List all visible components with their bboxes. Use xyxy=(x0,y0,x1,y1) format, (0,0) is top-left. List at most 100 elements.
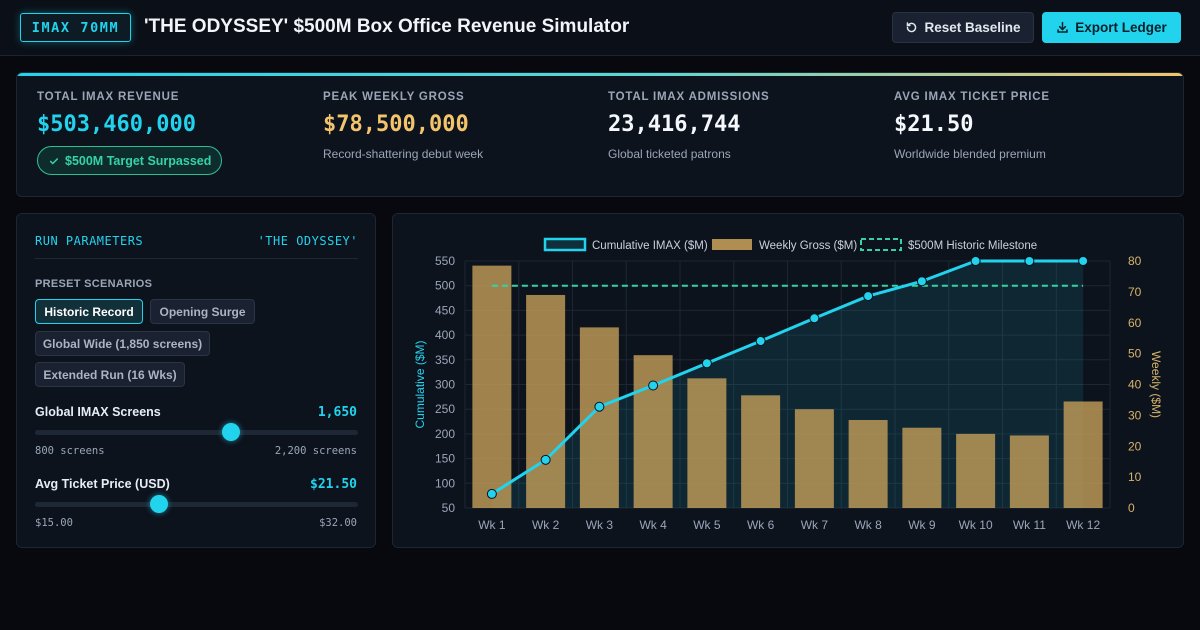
x-tick-label: Wk 6 xyxy=(747,518,775,532)
kpi-value: $503,460,000 xyxy=(37,112,196,137)
weekly-gross-bar xyxy=(633,355,673,508)
y-axis-title: Cumulative ($M) xyxy=(413,340,427,428)
screens-slider-thumb[interactable] xyxy=(222,423,241,441)
download-icon xyxy=(1056,21,1069,34)
cumulative-point xyxy=(486,488,497,499)
cumulative-line xyxy=(491,259,1084,496)
screens-slider[interactable] xyxy=(35,423,358,441)
price-slider[interactable] xyxy=(35,495,358,513)
cumulative-point xyxy=(648,380,659,391)
y2-axis-title: Weekly ($M) xyxy=(1149,351,1163,418)
y-tick-label: 400 xyxy=(435,328,455,342)
y-tick-label: 100 xyxy=(435,476,455,490)
x-tick-label: Wk 4 xyxy=(639,518,667,532)
legend-swatch-milestone xyxy=(860,238,902,251)
kpi-sub: Worldwide blended premium xyxy=(894,147,1046,161)
params-header: RUN PARAMETERS 'THE ODYSSEY' xyxy=(35,234,358,259)
y-tick-label: 200 xyxy=(435,427,455,441)
cumulative-point xyxy=(916,276,927,287)
weekly-gross-bar xyxy=(472,265,512,508)
film-name: 'THE ODYSSEY' xyxy=(257,234,358,248)
preset-historic-record[interactable]: Historic Record xyxy=(35,299,143,324)
price-min-label: $15.00 xyxy=(35,517,73,529)
cumulative-point xyxy=(594,401,605,412)
y2-tick-label: 20 xyxy=(1128,439,1142,453)
weekly-gross-bar xyxy=(741,395,781,508)
x-tick-label: Wk 12 xyxy=(1066,518,1100,532)
weekly-gross-bar xyxy=(902,427,942,508)
refresh-icon xyxy=(905,21,918,34)
y2-tick-label: 40 xyxy=(1128,378,1142,392)
weekly-gross-bar xyxy=(848,420,888,508)
kpi-value: 23,416,744 xyxy=(608,112,741,137)
y-tick-label: 50 xyxy=(442,501,456,515)
y2-tick-label: 70 xyxy=(1128,285,1142,299)
y2-tick-label: 10 xyxy=(1128,470,1142,484)
preset-extended-run[interactable]: Extended Run (16 Wks) xyxy=(35,362,185,387)
kpi-value: $21.50 xyxy=(894,112,974,137)
presets-label: PRESET SCENARIOS xyxy=(35,278,153,290)
x-tick-label: Wk 7 xyxy=(801,518,829,532)
cumulative-point xyxy=(701,358,712,369)
cumulative-point xyxy=(1078,256,1089,266)
kpi-label: AVG IMAX TICKET PRICE xyxy=(894,91,1050,103)
reset-baseline-button[interactable]: Reset Baseline xyxy=(892,12,1034,43)
screens-value: 1,650 xyxy=(317,405,357,420)
kpi-sub: Global ticketed patrons xyxy=(608,147,731,161)
cumulative-point xyxy=(863,291,874,302)
kpi-avg-price: AVG IMAX TICKET PRICE $21.50 Worldwide b… xyxy=(894,91,1050,161)
kpi-admissions: TOTAL IMAX ADMISSIONS 23,416,744 Global … xyxy=(608,91,769,161)
y-tick-label: 150 xyxy=(435,452,455,466)
y-tick-label: 350 xyxy=(435,353,455,367)
price-slider-thumb[interactable] xyxy=(149,495,168,513)
app-title: 'THE ODYSSEY' $500M Box Office Revenue S… xyxy=(144,16,630,37)
kpi-label: TOTAL IMAX ADMISSIONS xyxy=(608,91,770,103)
weekly-gross-bar xyxy=(526,294,566,508)
y2-tick-label: 60 xyxy=(1128,316,1142,330)
top-bar: IMAX 70MM 'THE ODYSSEY' $500M Box Office… xyxy=(0,0,1200,56)
kpi-value: $78,500,000 xyxy=(323,112,469,137)
params-heading: RUN PARAMETERS xyxy=(35,234,144,248)
reset-baseline-label: Reset Baseline xyxy=(924,20,1021,35)
cumulative-point xyxy=(755,336,766,347)
legend-swatch-weekly xyxy=(712,239,752,250)
y2-tick-label: 30 xyxy=(1128,408,1142,422)
weekly-gross-bar xyxy=(687,378,727,508)
legend-label: Weekly Gross ($M) xyxy=(759,240,857,252)
legend-label: $500M Historic Milestone xyxy=(908,240,1037,252)
export-ledger-button[interactable]: Export Ledger xyxy=(1042,12,1181,43)
x-tick-label: Wk 5 xyxy=(693,518,721,532)
y-tick-label: 250 xyxy=(435,402,455,416)
x-tick-label: Wk 3 xyxy=(586,518,614,532)
price-value: $21.50 xyxy=(310,477,357,492)
weekly-gross-bar xyxy=(794,409,834,508)
kpi-panel: TOTAL IMAX REVENUE $503,460,000 $500M Ta… xyxy=(16,72,1184,197)
cumulative-point xyxy=(540,454,551,465)
kpi-label: TOTAL IMAX REVENUE xyxy=(37,91,180,103)
weekly-gross-bar xyxy=(1063,401,1103,508)
target-badge-label: $500M Target Surpassed xyxy=(65,153,212,168)
screens-min-label: 800 screens xyxy=(35,445,105,457)
preset-global-wide[interactable]: Global Wide (1,850 screens) xyxy=(35,331,210,356)
y-tick-label: 500 xyxy=(435,279,455,293)
price-label: Avg Ticket Price (USD) xyxy=(35,477,170,491)
x-tick-label: Wk 11 xyxy=(1013,518,1046,532)
cumulative-point xyxy=(809,313,820,324)
legend-swatch-cumulative xyxy=(543,237,587,252)
screens-max-label: 2,200 screens xyxy=(274,445,357,457)
x-tick-label: Wk 1 xyxy=(478,518,506,532)
x-tick-label: Wk 2 xyxy=(532,518,560,532)
legend-label: Cumulative IMAX ($M) xyxy=(592,240,708,252)
cumulative-point xyxy=(1024,256,1035,266)
cumulative-point xyxy=(970,256,981,266)
y2-tick-label: 80 xyxy=(1128,254,1142,268)
weekly-gross-bar xyxy=(956,433,996,508)
price-max-label: $32.00 xyxy=(319,517,357,529)
target-badge: $500M Target Surpassed xyxy=(37,146,223,175)
kpi-sub: Record-shattering debut week xyxy=(323,147,484,161)
imax-logo: IMAX 70MM xyxy=(20,13,131,42)
kpi-label: PEAK WEEKLY GROSS xyxy=(323,91,465,103)
weekly-gross-bar xyxy=(1009,435,1049,508)
preset-opening-surge[interactable]: Opening Surge xyxy=(150,299,255,324)
x-tick-label: Wk 8 xyxy=(854,518,882,532)
